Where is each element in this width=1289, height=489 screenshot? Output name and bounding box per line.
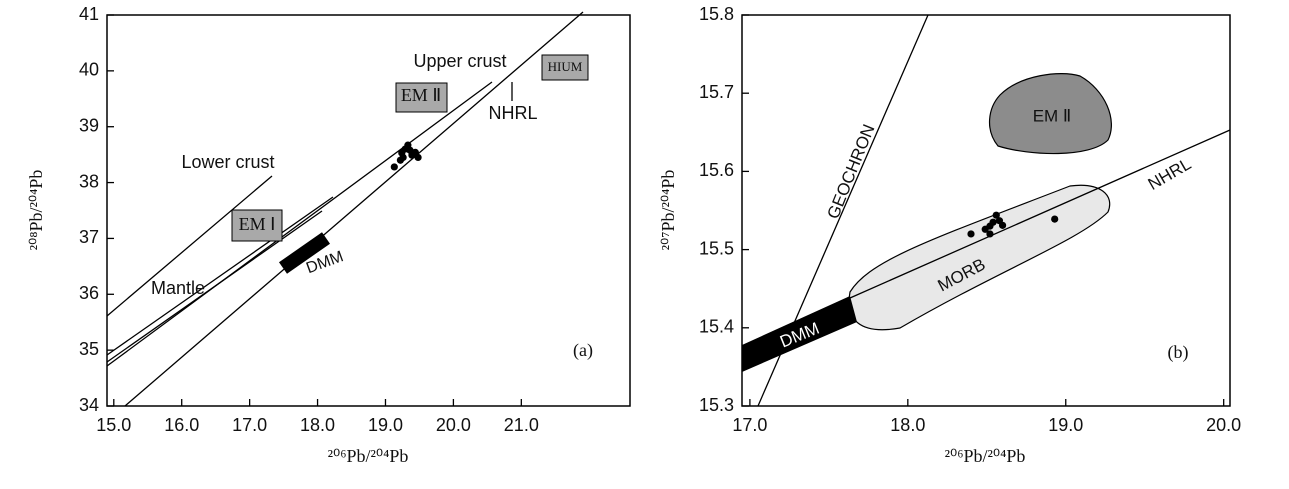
y-axis-label: ²⁰⁸Pb/²⁰⁴Pb — [26, 170, 46, 251]
x-tick-label: 18.0 — [890, 415, 925, 435]
annotation: GEOCHRON — [823, 122, 878, 222]
x-tick-label: 17.0 — [732, 415, 767, 435]
annotation: EM Ⅰ — [239, 214, 276, 234]
x-tick-label: 18.0 — [300, 415, 335, 435]
panel-b-layout — [742, 14, 1231, 407]
y-tick-label: 40 — [79, 60, 99, 80]
x-tick-label: 17.0 — [232, 415, 267, 435]
hium-box — [541, 54, 589, 81]
x-tick-label: 20.0 — [1206, 415, 1241, 435]
nhrl-line — [124, 11, 584, 407]
x-tick-label: 16.0 — [164, 415, 199, 435]
y-tick-label: 15.5 — [699, 238, 734, 258]
x-tick-label: 20.0 — [436, 415, 471, 435]
dmm-band — [742, 296, 857, 372]
data-point — [998, 221, 1007, 229]
y-tick-label: 15.3 — [699, 395, 734, 415]
y-tick-label: 15.8 — [699, 4, 734, 24]
annotation: NHRL — [1145, 154, 1195, 194]
x-axis-label: ²⁰⁶Pb/²⁰⁴Pb — [945, 446, 1026, 466]
x-tick-label: 15.0 — [96, 415, 131, 435]
em2-field — [989, 73, 1112, 155]
annotation: EM Ⅱ — [401, 85, 441, 105]
dmm-bar — [278, 232, 331, 274]
mantle-line — [106, 196, 334, 356]
y-tick-label: 38 — [79, 171, 99, 191]
annotation: Upper crust — [413, 51, 506, 71]
y-tick-label: 15.4 — [699, 317, 734, 337]
x-tick-label: 21.0 — [504, 415, 539, 435]
y-tick-label: 36 — [79, 283, 99, 303]
data-point — [989, 218, 997, 226]
upper-crust-line — [106, 81, 493, 367]
panel-a-layout — [106, 11, 589, 407]
y-tick-label: 37 — [79, 227, 99, 247]
data-point — [399, 153, 407, 162]
annotation: HIUM — [548, 59, 583, 74]
annotation: EM Ⅱ — [1033, 106, 1072, 125]
annotation: Mantle — [151, 278, 205, 298]
annotation: Lower crust — [181, 152, 274, 172]
data-point — [967, 230, 975, 238]
em2-box — [395, 82, 448, 113]
data-point — [390, 163, 398, 171]
y-tick-label: 15.7 — [699, 82, 734, 102]
morb-field — [848, 184, 1111, 331]
data-point — [992, 211, 1000, 219]
em1-box — [231, 209, 283, 242]
x-tick-label: 19.0 — [368, 415, 403, 435]
plot-frame — [741, 14, 1231, 407]
y-tick-label: 35 — [79, 339, 99, 359]
panel-label: (a) — [573, 340, 593, 361]
y-tick-label: 41 — [79, 4, 99, 24]
y-tick-label: 15.6 — [699, 160, 734, 180]
data-point — [1051, 215, 1059, 223]
y-tick-label: 34 — [79, 395, 99, 415]
lower-crust-line — [106, 175, 273, 317]
data-point — [986, 230, 994, 238]
y-tick-label: 39 — [79, 115, 99, 135]
x-tick-label: 19.0 — [1048, 415, 1083, 435]
panel-label: (b) — [1168, 342, 1189, 363]
data-point — [414, 153, 422, 162]
y-axis-label: ²⁰⁷Pb/²⁰⁴Pb — [658, 170, 678, 251]
nhrl-line — [849, 129, 1231, 299]
plot-frame — [106, 14, 631, 407]
x-axis-label: ²⁰⁶Pb/²⁰⁴Pb — [328, 446, 409, 466]
annotation: NHRL — [488, 103, 537, 123]
